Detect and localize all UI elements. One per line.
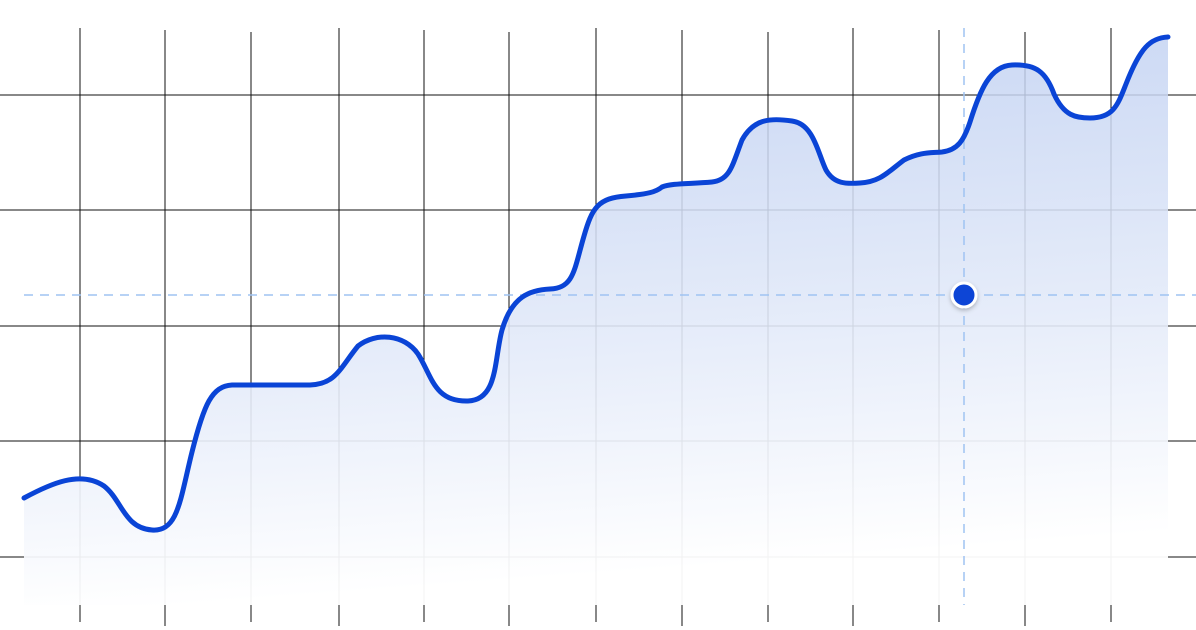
cursor-marker[interactable]: [950, 281, 978, 309]
series-line: [21, 34, 1171, 533]
crosshair: [24, 28, 1196, 605]
